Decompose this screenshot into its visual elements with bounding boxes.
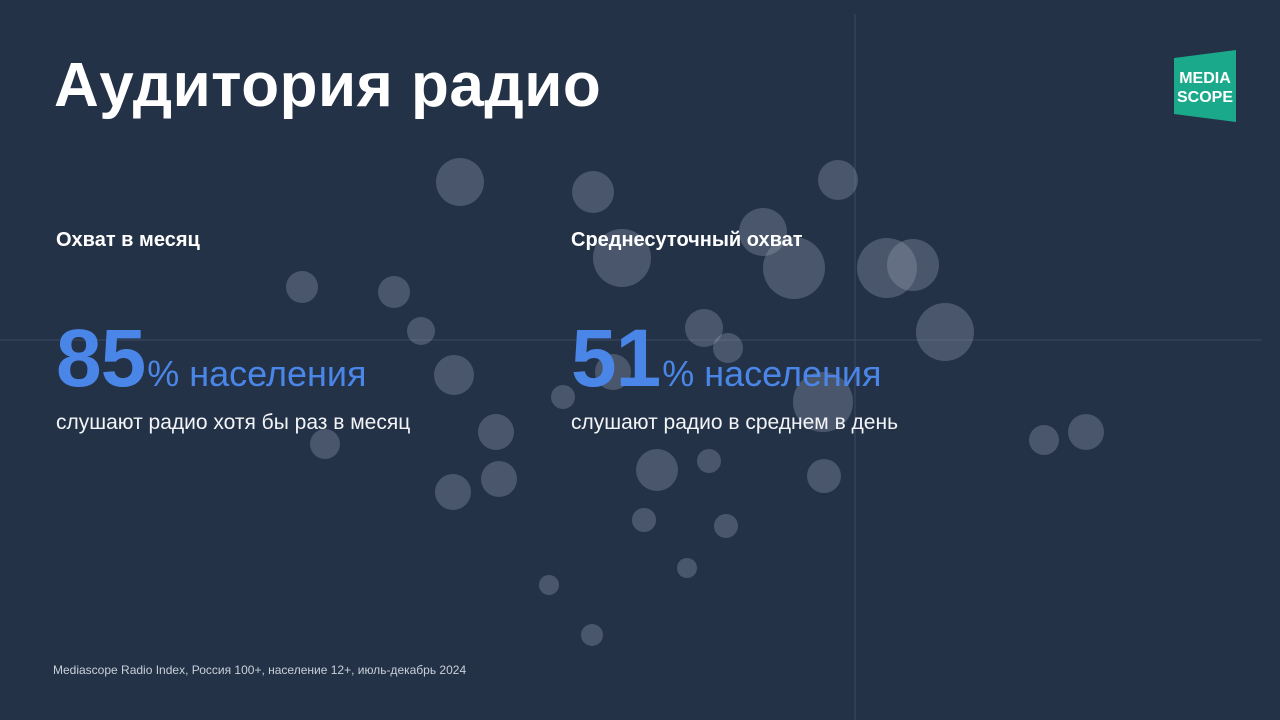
stat-value-row: 85 % населения	[56, 314, 410, 404]
slide-title: Аудитория радио	[54, 51, 602, 120]
stat-number: 51	[571, 313, 661, 404]
source-footnote: Mediascope Radio Index, Россия 100+, нас…	[53, 663, 467, 677]
stat-number: 85	[56, 313, 146, 404]
mediascope-logo-icon: MEDIA SCOPE	[1174, 50, 1236, 122]
stat-block-monthly: Охват в месяц 85 % населения слушают рад…	[56, 226, 410, 438]
stat-label: Охват в месяц	[56, 229, 200, 251]
stat-description: слушают радио в среднем в день	[571, 411, 899, 434]
stat-block-daily: Среднесуточный охват 51 % населения слуш…	[571, 226, 898, 438]
stat-unit: % населения	[147, 353, 367, 394]
logo-line1: MEDIA	[1179, 70, 1231, 87]
stat-description: слушают радио хотя бы раз в месяц	[56, 411, 411, 434]
stat-label: Среднесуточный охват	[571, 229, 803, 251]
stat-unit: % населения	[662, 353, 882, 394]
logo-line2: SCOPE	[1177, 89, 1233, 106]
stat-value-row: 51 % населения	[571, 314, 898, 404]
